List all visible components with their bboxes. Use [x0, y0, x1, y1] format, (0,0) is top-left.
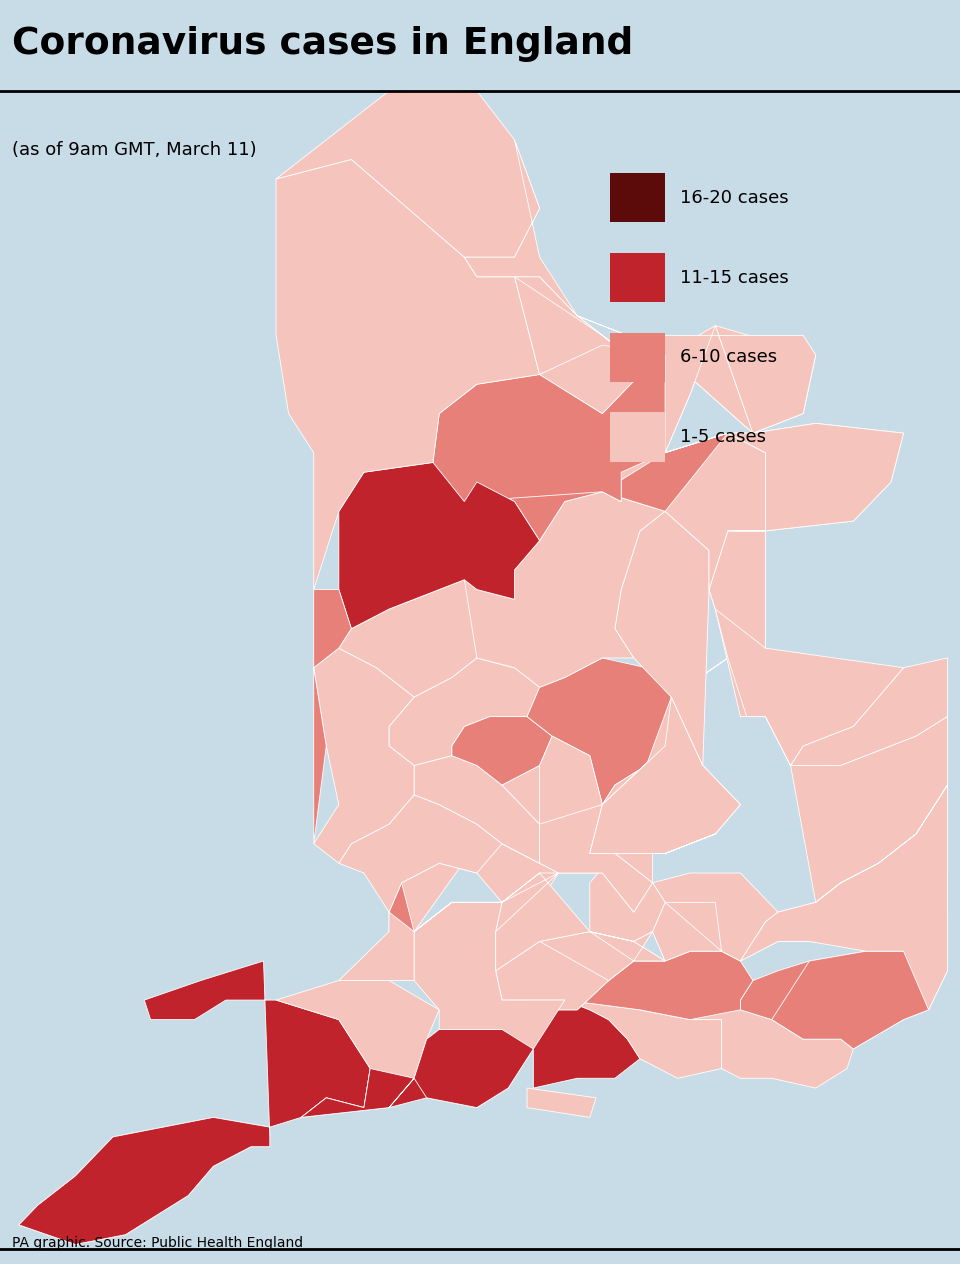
Polygon shape: [433, 326, 903, 531]
Polygon shape: [740, 952, 948, 1049]
Polygon shape: [276, 159, 816, 589]
Polygon shape: [414, 1000, 640, 1107]
Polygon shape: [339, 463, 540, 628]
Text: 16-20 cases: 16-20 cases: [680, 188, 788, 207]
Text: (as of 9am GMT, March 11): (as of 9am GMT, March 11): [12, 142, 256, 159]
Polygon shape: [540, 696, 740, 853]
Text: Coronavirus cases in England: Coronavirus cases in England: [12, 25, 633, 62]
Polygon shape: [740, 853, 948, 1049]
Polygon shape: [589, 589, 765, 853]
Text: 11-15 cases: 11-15 cases: [680, 268, 788, 287]
Polygon shape: [276, 91, 540, 257]
Polygon shape: [389, 882, 414, 932]
Polygon shape: [515, 277, 816, 453]
Polygon shape: [615, 512, 765, 766]
Polygon shape: [495, 853, 653, 1010]
Polygon shape: [314, 648, 414, 863]
Polygon shape: [502, 736, 653, 913]
Polygon shape: [465, 492, 665, 688]
Text: PA graphic. Source: Public Health England: PA graphic. Source: Public Health Englan…: [12, 1236, 302, 1250]
Polygon shape: [728, 423, 903, 531]
Polygon shape: [715, 589, 948, 766]
Polygon shape: [339, 913, 414, 981]
Polygon shape: [495, 932, 665, 1010]
Polygon shape: [527, 1088, 596, 1117]
Polygon shape: [495, 932, 665, 1000]
Polygon shape: [465, 434, 728, 541]
Polygon shape: [589, 696, 740, 853]
FancyBboxPatch shape: [610, 253, 665, 302]
Polygon shape: [389, 659, 540, 766]
Polygon shape: [452, 717, 552, 785]
Text: 1-5 cases: 1-5 cases: [680, 428, 766, 446]
FancyBboxPatch shape: [610, 412, 665, 461]
Polygon shape: [527, 659, 671, 805]
Polygon shape: [564, 1000, 722, 1078]
Polygon shape: [465, 140, 577, 316]
Polygon shape: [740, 717, 948, 1010]
Polygon shape: [709, 531, 903, 766]
Polygon shape: [653, 902, 765, 961]
Polygon shape: [314, 589, 351, 843]
Polygon shape: [589, 853, 665, 942]
Polygon shape: [339, 326, 753, 628]
Polygon shape: [640, 1000, 853, 1088]
Polygon shape: [339, 580, 515, 696]
Polygon shape: [414, 902, 564, 1049]
Polygon shape: [19, 1117, 270, 1245]
Text: 6-10 cases: 6-10 cases: [680, 349, 777, 367]
Polygon shape: [602, 434, 765, 589]
Polygon shape: [389, 843, 589, 971]
FancyBboxPatch shape: [610, 332, 665, 382]
Polygon shape: [414, 756, 540, 863]
Polygon shape: [276, 981, 440, 1117]
Polygon shape: [653, 873, 778, 961]
Polygon shape: [301, 1029, 534, 1117]
Polygon shape: [19, 961, 371, 1245]
Polygon shape: [564, 952, 753, 1020]
FancyBboxPatch shape: [610, 173, 665, 222]
Polygon shape: [339, 795, 540, 913]
Polygon shape: [465, 257, 640, 413]
